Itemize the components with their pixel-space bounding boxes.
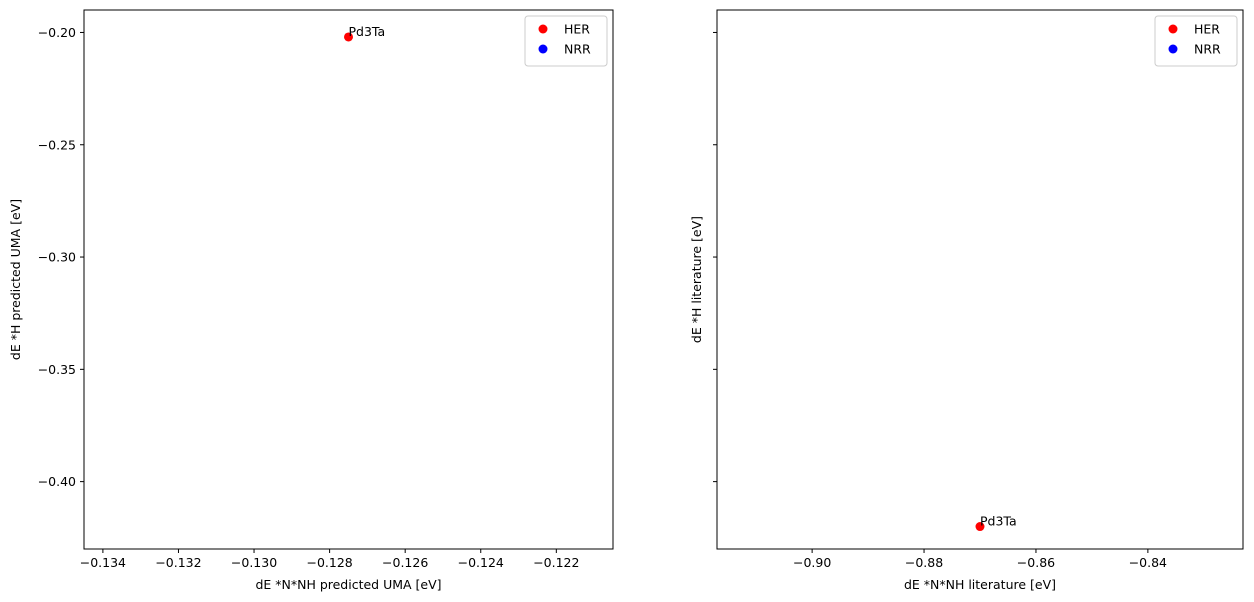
legend-marker-her	[538, 24, 548, 34]
legend-label-her: HER	[1194, 22, 1220, 37]
x-axis-label: dE *N*NH predicted UMA [eV]	[255, 577, 441, 592]
x-tick-label: −0.126	[382, 555, 428, 570]
legend-marker-nrr	[1168, 44, 1178, 54]
y-axis-label: dE *H predicted UMA [eV]	[8, 199, 23, 360]
x-tick-label: −0.128	[306, 555, 352, 570]
x-tick-label: −0.130	[231, 555, 277, 570]
plot-area-frame	[716, 9, 1244, 550]
x-tick-label: −0.86	[1017, 555, 1055, 570]
y-tick-label: −0.30	[38, 250, 76, 265]
y-tick-label: −0.20	[38, 25, 76, 40]
x-tick-label: −0.132	[155, 555, 201, 570]
point-annotation: Pd3Ta	[980, 514, 1017, 529]
x-tick-label: −0.90	[793, 555, 831, 570]
legend: HER NRR	[524, 15, 608, 67]
data-point-her	[975, 522, 985, 532]
legend-label-nrr: NRR	[564, 42, 591, 57]
data-point-her	[344, 32, 353, 42]
x-tick-label: −0.88	[905, 555, 943, 570]
plot-area-frame	[83, 9, 614, 550]
y-tick-label: −0.25	[38, 137, 76, 152]
x-tick-label: −0.124	[458, 555, 504, 570]
y-tick-label: −0.35	[38, 362, 76, 377]
chart-panel-1: −0.134 −0.132 −0.130 −0.128 −0.126 −0.124 −0.1…	[8, 9, 614, 592]
legend: HER NRR	[1154, 15, 1238, 67]
x-tick-label: −0.122	[533, 555, 579, 570]
legend-marker-her	[1168, 24, 1178, 34]
x-tick-label: −0.84	[1129, 555, 1167, 570]
point-annotation: Pd3Ta	[349, 24, 386, 39]
legend-label-her: HER	[564, 22, 590, 37]
x-tick-label: −0.134	[80, 555, 126, 570]
x-axis-label: dE *N*NH literature [eV]	[904, 577, 1056, 592]
y-tick-label: −0.40	[38, 474, 76, 489]
y-axis-label: dE *H literature [eV]	[689, 216, 704, 343]
legend-label-nrr: NRR	[1194, 42, 1221, 57]
legend-marker-nrr	[538, 44, 548, 54]
chart-panel-2: −0.90 −0.88 −0.86 −0.84 dE *N*NH literature …	[689, 9, 1244, 592]
